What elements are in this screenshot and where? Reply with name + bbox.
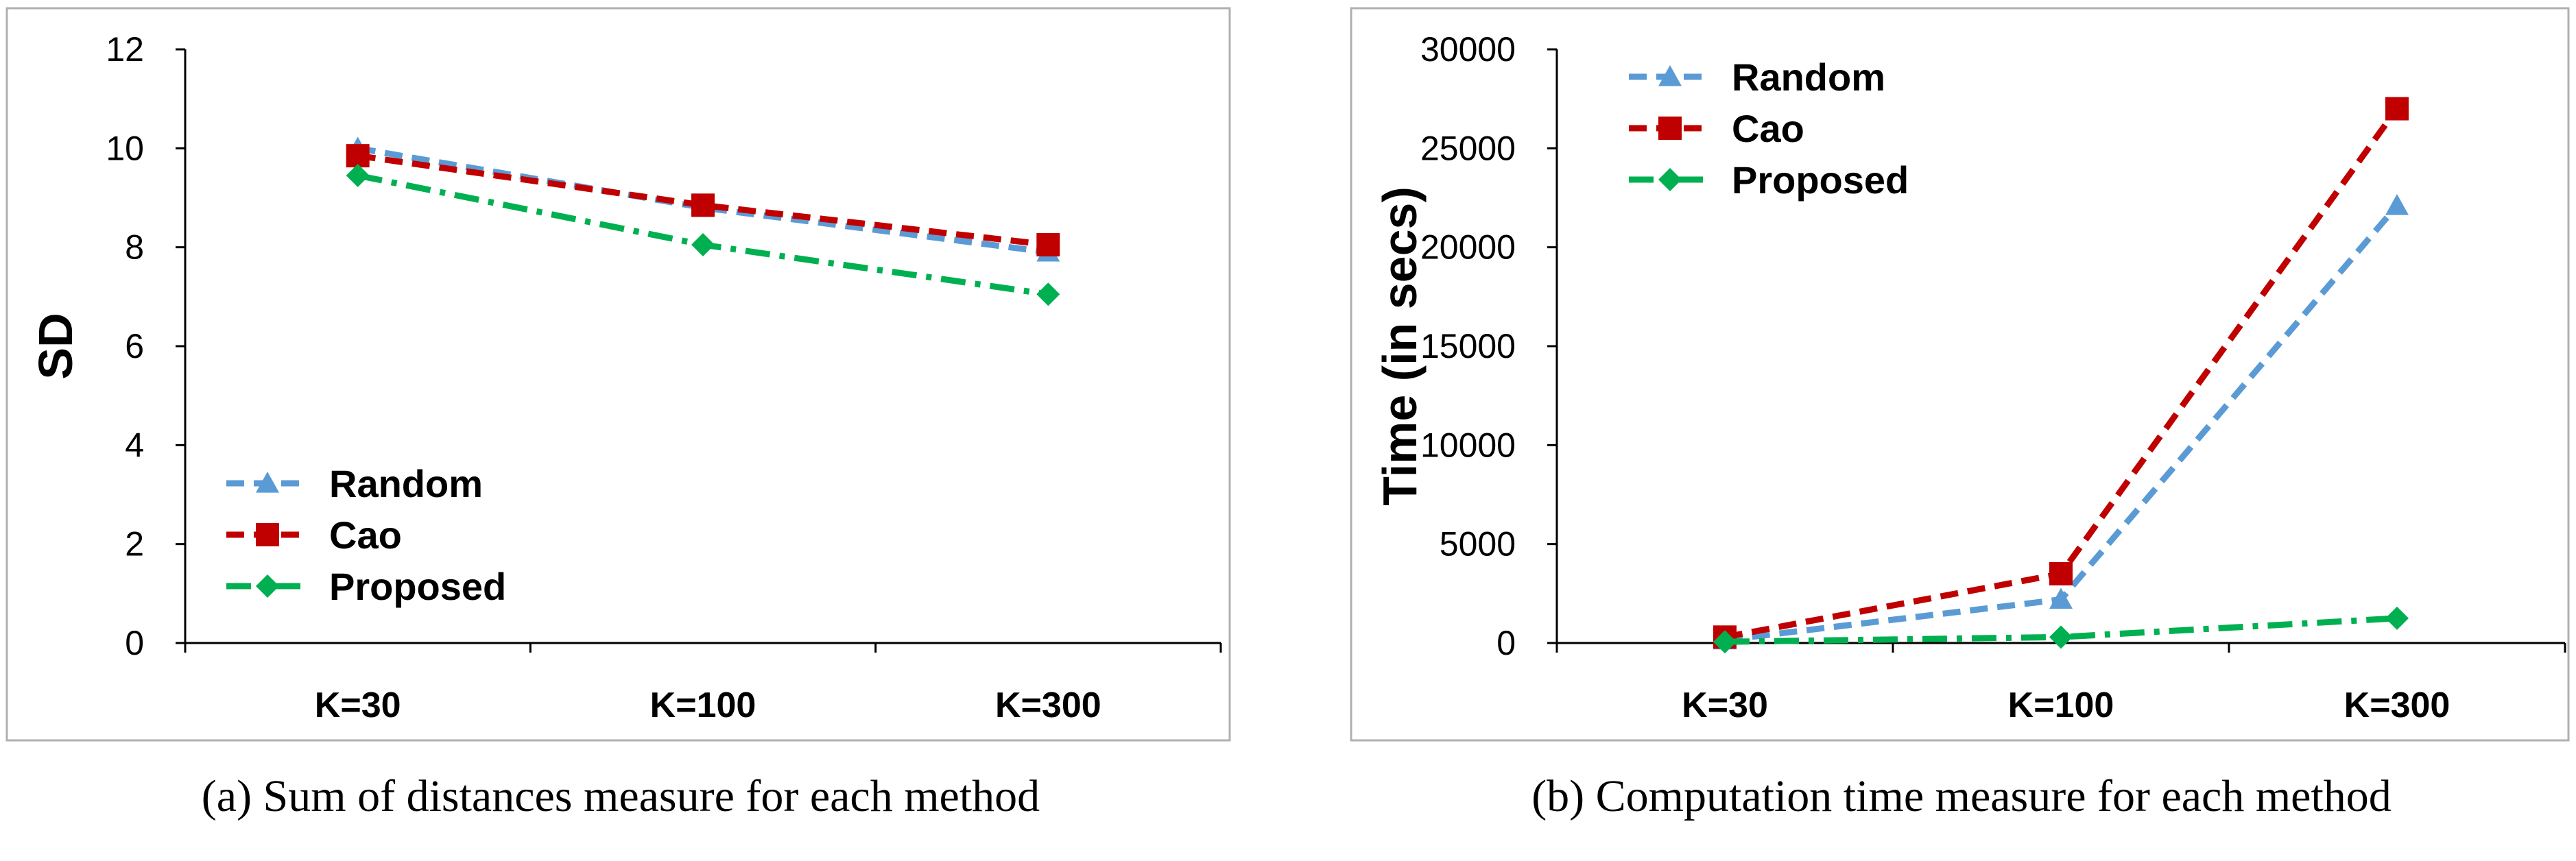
chart-a-category-label: K=100 [650,686,756,725]
chart-a-plot: 0 2 4 6 8 10 12 K=30 K=100 K=300 Random Cao Proposed [106,30,1222,725]
chart-b-point-proposed [2385,606,2409,630]
chart-a-frame [5,7,1231,742]
chart-a-y-tick-label: 2 [125,525,144,563]
chart-b-point-proposed [1713,630,1737,654]
chart-a-point-cao [1036,233,1060,257]
chart-a-legend-marker [256,523,279,546]
chart-a: SD 0 2 4 6 8 10 12 K=30 K=100 K=300 Random Cao Propo… [5,7,1231,821]
chart-a-caption: (a) Sum of distances measure for each me… [202,771,1040,821]
chart-b-caption: (b) Computation time measure for each me… [1531,771,2392,821]
chart-a-y-tick-label: 10 [106,129,144,167]
chart-b-y-tick-label: 10000 [1420,426,1516,464]
chart-b-y-tick-label: 15000 [1420,327,1516,365]
chart-b-y-tick-label: 25000 [1420,129,1516,167]
chart-b-category-label: K=30 [1682,686,1768,725]
chart-b-y-tick-label: 0 [1496,624,1516,662]
chart-a-point-proposed [1036,282,1060,306]
chart-b-y-tick-label: 5000 [1440,525,1516,563]
chart-a-point-proposed [346,164,370,188]
chart-b-point-cao [2049,561,2073,585]
chart-a-legend-marker [256,472,279,493]
chart-b-legend-marker [1658,117,1682,140]
chart-a-legend-marker [256,574,279,598]
chart-a-y-tick-label: 8 [125,228,144,267]
chart-b-category-label: K=100 [2008,686,2114,725]
chart-a-point-cao [346,144,370,168]
chart-a-legend-label: Proposed [329,565,506,608]
chart-b-y-tick-label: 30000 [1420,30,1516,69]
chart-b-point-random [2385,194,2409,215]
chart-a-y-tick-label: 4 [125,426,144,464]
chart-b-point-cao [2385,97,2409,121]
chart-b-legend-label: Cao [1732,107,1804,150]
chart-a-legend-label: Random [329,462,483,505]
chart-a-y-tick-label: 12 [106,30,144,69]
chart-b-legend-marker [1658,168,1682,191]
chart-a-y-tick-label: 0 [125,624,144,662]
chart-b-y-tick-label: 20000 [1420,228,1516,267]
chart-b-series-line-proposed [1724,615,2398,645]
chart-a-point-cao [691,193,715,217]
chart-b-legend-label: Proposed [1732,158,1909,202]
chart-a-ylabel: SD [29,313,82,379]
chart-a-y-tick-label: 6 [125,327,144,365]
chart-a-point-proposed [691,233,715,257]
chart-b-frame [1350,7,2570,742]
chart-b-point-proposed [2049,625,2073,649]
chart-a-series-line-cao [357,152,1049,248]
chart-b-point-random [2049,587,2073,609]
chart-a-category-label: K=30 [315,686,401,725]
chart-b-plot: 0 5000 10000 15000 20000 25000 30000 K=30 K=100 K… [1420,30,2566,725]
chart-b-legend-label: Random [1732,56,1885,99]
chart-b-category-label: K=300 [2344,686,2450,725]
chart-a-legend-label: Cao [329,513,402,557]
chart-a-category-label: K=300 [995,686,1101,725]
chart-b-legend-marker [1658,65,1682,86]
chart-b: Time (in secs) 0 5000 10000 15000 20000 25000… [1350,7,2570,821]
chart-a-series-line-random [357,145,1049,256]
chart-b-ylabel: Time (in secs) [1373,186,1427,506]
